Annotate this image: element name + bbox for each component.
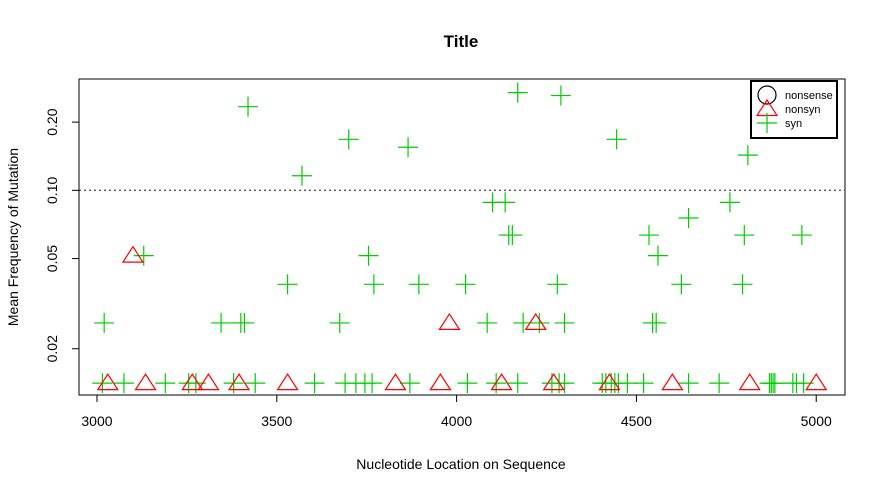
syn-point (671, 274, 692, 295)
y-tick-label: 0.10 (44, 177, 60, 204)
x-tick-label: 3500 (261, 413, 292, 429)
legend-label: nonsyn (785, 104, 820, 116)
syn-point (646, 312, 667, 333)
nonsyn-point (429, 373, 452, 391)
syn-point (502, 225, 523, 246)
nonsyn-point (438, 312, 461, 331)
syn-point (719, 192, 740, 213)
legend-box (750, 80, 838, 139)
syn-point (732, 274, 753, 295)
syn-point (507, 373, 528, 394)
nonsyn-point (738, 373, 761, 391)
nonsyn-point (542, 373, 565, 391)
nonsyn-point (661, 373, 684, 391)
nonsyn-point (197, 373, 220, 391)
nonsyn-point (181, 373, 204, 391)
x-tick-label: 4000 (441, 413, 472, 429)
nonsyn-point (490, 373, 513, 391)
syn-point (211, 312, 232, 333)
x-tick-label: 5000 (801, 413, 832, 429)
syn-point (554, 312, 575, 333)
syn-point (455, 274, 476, 295)
y-tick-label: 0.05 (44, 245, 60, 272)
syn-point (791, 225, 812, 246)
syn-point (398, 137, 419, 158)
syn-point (338, 129, 359, 150)
legend-nonsense-symbol (757, 85, 777, 105)
nonsyn-point (524, 312, 547, 331)
syn-point (399, 373, 420, 394)
syn-point (606, 129, 627, 150)
nonsyn-point (384, 373, 407, 391)
legend-syn-symbol (757, 113, 777, 133)
y-tick-label: 0.02 (44, 335, 60, 362)
syn-point (94, 312, 115, 333)
syn-point (495, 192, 516, 213)
x-tick-label: 3000 (81, 413, 112, 429)
plot-frame (78, 78, 846, 396)
x-axis: 3000 3500 4000 4500 5000 (81, 394, 832, 429)
y-axis: 0.02 0.05 0.10 0.20 (44, 108, 80, 362)
x-axis-label: Nucleotide Location on Sequence (356, 456, 566, 472)
series-nonsyn (96, 245, 828, 391)
syn-point (457, 373, 478, 394)
legend: nonsense nonsyn syn (750, 80, 838, 139)
syn-point (477, 312, 498, 333)
syn-point (234, 312, 255, 333)
syn-point (113, 373, 134, 394)
syn-point (358, 245, 379, 266)
syn-point (238, 96, 259, 117)
legend-label: nonsense (785, 90, 833, 102)
y-tick-label: 0.20 (44, 108, 60, 135)
nonsyn-point (134, 373, 157, 391)
syn-point (329, 312, 350, 333)
syn-point (734, 225, 755, 246)
syn-point (639, 225, 660, 246)
nonsyn-point (96, 373, 119, 391)
syn-point (291, 165, 312, 186)
syn-point (647, 245, 668, 266)
syn-point (678, 373, 699, 394)
legend-label: syn (785, 118, 802, 130)
syn-point (633, 373, 654, 394)
chart-title: Title (444, 32, 479, 51)
syn-point (550, 85, 571, 106)
syn-point (245, 373, 266, 394)
nonsyn-point (276, 373, 299, 391)
legend-entry: syn (757, 113, 802, 133)
syn-point (304, 373, 325, 394)
syn-point (277, 274, 298, 295)
syn-point (764, 373, 785, 394)
y-axis-label: Mean Frequency of Mutation (5, 148, 21, 326)
nonsyn-point (598, 373, 621, 391)
series-syn (92, 82, 814, 394)
syn-point (362, 373, 383, 394)
syn-point (363, 274, 384, 295)
syn-point (737, 145, 758, 166)
points-layer (92, 82, 828, 394)
syn-point (408, 274, 429, 295)
nonsyn-point (121, 245, 145, 263)
x-tick-label: 4500 (621, 413, 652, 429)
legend-entry: nonsense (757, 85, 833, 105)
syn-point (547, 274, 568, 295)
syn-point (155, 373, 176, 394)
nonsyn-point (805, 373, 828, 391)
syn-point (678, 208, 699, 229)
syn-point (709, 373, 730, 394)
nonsyn-point (227, 373, 251, 391)
syn-point (507, 82, 528, 103)
